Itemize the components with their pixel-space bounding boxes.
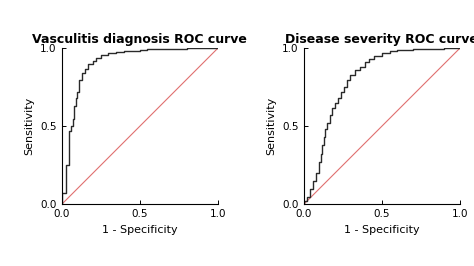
Title: Disease severity ROC curve: Disease severity ROC curve	[285, 33, 474, 46]
X-axis label: 1 - Specificity: 1 - Specificity	[344, 225, 419, 235]
Y-axis label: Sensitivity: Sensitivity	[25, 97, 35, 155]
Title: Vasculitis diagnosis ROC curve: Vasculitis diagnosis ROC curve	[32, 33, 247, 46]
Y-axis label: Sensitivity: Sensitivity	[267, 97, 277, 155]
X-axis label: 1 - Specificity: 1 - Specificity	[102, 225, 177, 235]
